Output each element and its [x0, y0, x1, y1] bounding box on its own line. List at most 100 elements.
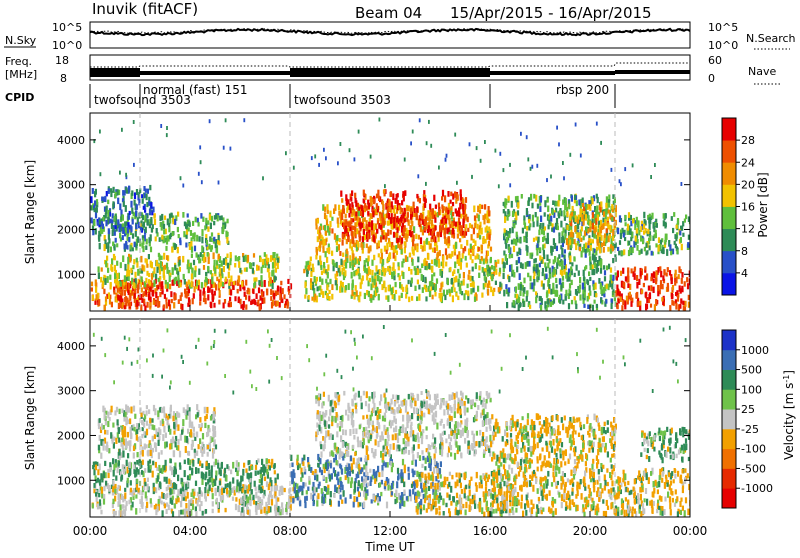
- heatmap-cell: [467, 228, 469, 232]
- heatmap-cell: [412, 259, 414, 266]
- heatmap-cell: [405, 287, 407, 293]
- heatmap-cell: [155, 462, 157, 468]
- heatmap-cell: [606, 196, 608, 203]
- heatmap-cell: [356, 228, 358, 234]
- nsky-label: N.Sky: [5, 34, 37, 47]
- heatmap-cell: [460, 214, 462, 219]
- nsearch-series-line: [90, 29, 690, 34]
- heatmap-cell: [508, 276, 510, 282]
- heatmap-cell: [457, 210, 459, 216]
- heatmap-cell: [198, 172, 200, 176]
- heatmap-cell: [535, 297, 537, 304]
- heatmap-cell: [199, 236, 201, 242]
- heatmap-cell: [632, 163, 634, 167]
- heatmap-cell: [603, 247, 605, 253]
- heatmap-cell: [258, 280, 260, 285]
- heatmap-cell: [321, 271, 323, 275]
- heatmap-cell: [513, 223, 515, 228]
- heatmap-cell: [317, 286, 319, 291]
- heatmap-cell: [408, 280, 410, 284]
- heatmap-cell: [199, 504, 201, 511]
- heatmap-cell: [441, 220, 443, 224]
- heatmap-cell: [143, 222, 145, 228]
- heatmap-cell: [144, 482, 146, 486]
- heatmap-cell: [122, 235, 124, 240]
- heatmap-cell: [544, 301, 546, 308]
- heatmap-cell: [363, 229, 365, 235]
- heatmap-cell: [380, 492, 382, 496]
- heatmap-cell: [214, 431, 216, 437]
- heatmap-cell: [376, 203, 378, 209]
- heatmap-cell: [235, 497, 237, 501]
- colorbar-tick-label: 4: [741, 267, 748, 280]
- heatmap-cell: [556, 126, 558, 130]
- heatmap-cell: [452, 228, 454, 234]
- heatmap-cell: [325, 251, 327, 257]
- heatmap-cell: [684, 301, 686, 307]
- heatmap-cell: [103, 425, 105, 429]
- heatmap-cell: [447, 210, 449, 215]
- heatmap-cell: [272, 262, 274, 269]
- heatmap-cell: [209, 443, 211, 448]
- heatmap-cell: [463, 272, 465, 279]
- heatmap-cell: [481, 256, 483, 260]
- heatmap-cell: [314, 294, 316, 301]
- heatmap-cell: [321, 235, 323, 239]
- heatmap-cell: [217, 240, 219, 244]
- heatmap-cell: [137, 452, 139, 457]
- heatmap-cell: [232, 462, 234, 469]
- heatmap-cell: [667, 267, 669, 272]
- heatmap-cell: [96, 208, 98, 213]
- heatmap-cell: [399, 282, 401, 288]
- heatmap-cell: [335, 280, 337, 285]
- heatmap-cell: [583, 236, 585, 241]
- heatmap-cell: [274, 470, 276, 474]
- heatmap-cell: [106, 256, 108, 261]
- heatmap-cell: [636, 282, 638, 288]
- heatmap-cell: [424, 277, 426, 283]
- heatmap-cell: [553, 298, 555, 303]
- heatmap-cell: [230, 147, 232, 151]
- heatmap-cell: [167, 282, 169, 289]
- heatmap-cell: [142, 215, 144, 220]
- heatmap-cell: [115, 238, 117, 243]
- heatmap-cell: [404, 190, 406, 196]
- heatmap-cell: [213, 237, 215, 242]
- heatmap-cell: [385, 287, 387, 292]
- heatmap-cell: [316, 225, 318, 229]
- heatmap-cell: [306, 496, 308, 501]
- heatmap-cell: [472, 282, 474, 287]
- heatmap-cell: [445, 158, 447, 162]
- heatmap-cell: [238, 261, 240, 268]
- heatmap-cell: [425, 182, 427, 186]
- heatmap-cell: [580, 154, 582, 158]
- heatmap-cell: [450, 192, 452, 197]
- heatmap-cell: [196, 432, 198, 436]
- colorbar-swatch: [722, 184, 736, 207]
- heatmap-cell: [353, 271, 355, 277]
- heatmap-cell: [491, 275, 493, 282]
- heatmap-cell: [356, 462, 358, 468]
- heatmap-cell: [366, 244, 368, 248]
- heatmap-cell: [476, 146, 478, 150]
- heatmap-cell: [404, 218, 406, 222]
- heatmap-cell: [640, 226, 642, 232]
- heatmap-cell: [402, 459, 404, 465]
- heatmap-cell: [168, 300, 170, 307]
- heatmap-cell: [393, 247, 395, 254]
- heatmap-cell: [181, 304, 183, 310]
- heatmap-cell: [97, 469, 99, 475]
- heatmap-cell: [261, 267, 263, 274]
- heatmap-cell: [184, 470, 186, 477]
- heatmap-cell: [146, 202, 148, 207]
- heatmap-cell: [118, 510, 120, 516]
- heatmap-cell: [370, 283, 372, 290]
- heatmap-cell: [403, 490, 405, 495]
- heatmap-cell: [596, 122, 598, 126]
- heatmap-cell: [387, 462, 389, 467]
- heatmap-cell: [406, 217, 408, 222]
- heatmap-cell: [263, 297, 265, 303]
- heatmap-cell: [101, 487, 103, 494]
- heatmap-cell: [620, 271, 622, 276]
- heatmap-cell: [585, 243, 587, 249]
